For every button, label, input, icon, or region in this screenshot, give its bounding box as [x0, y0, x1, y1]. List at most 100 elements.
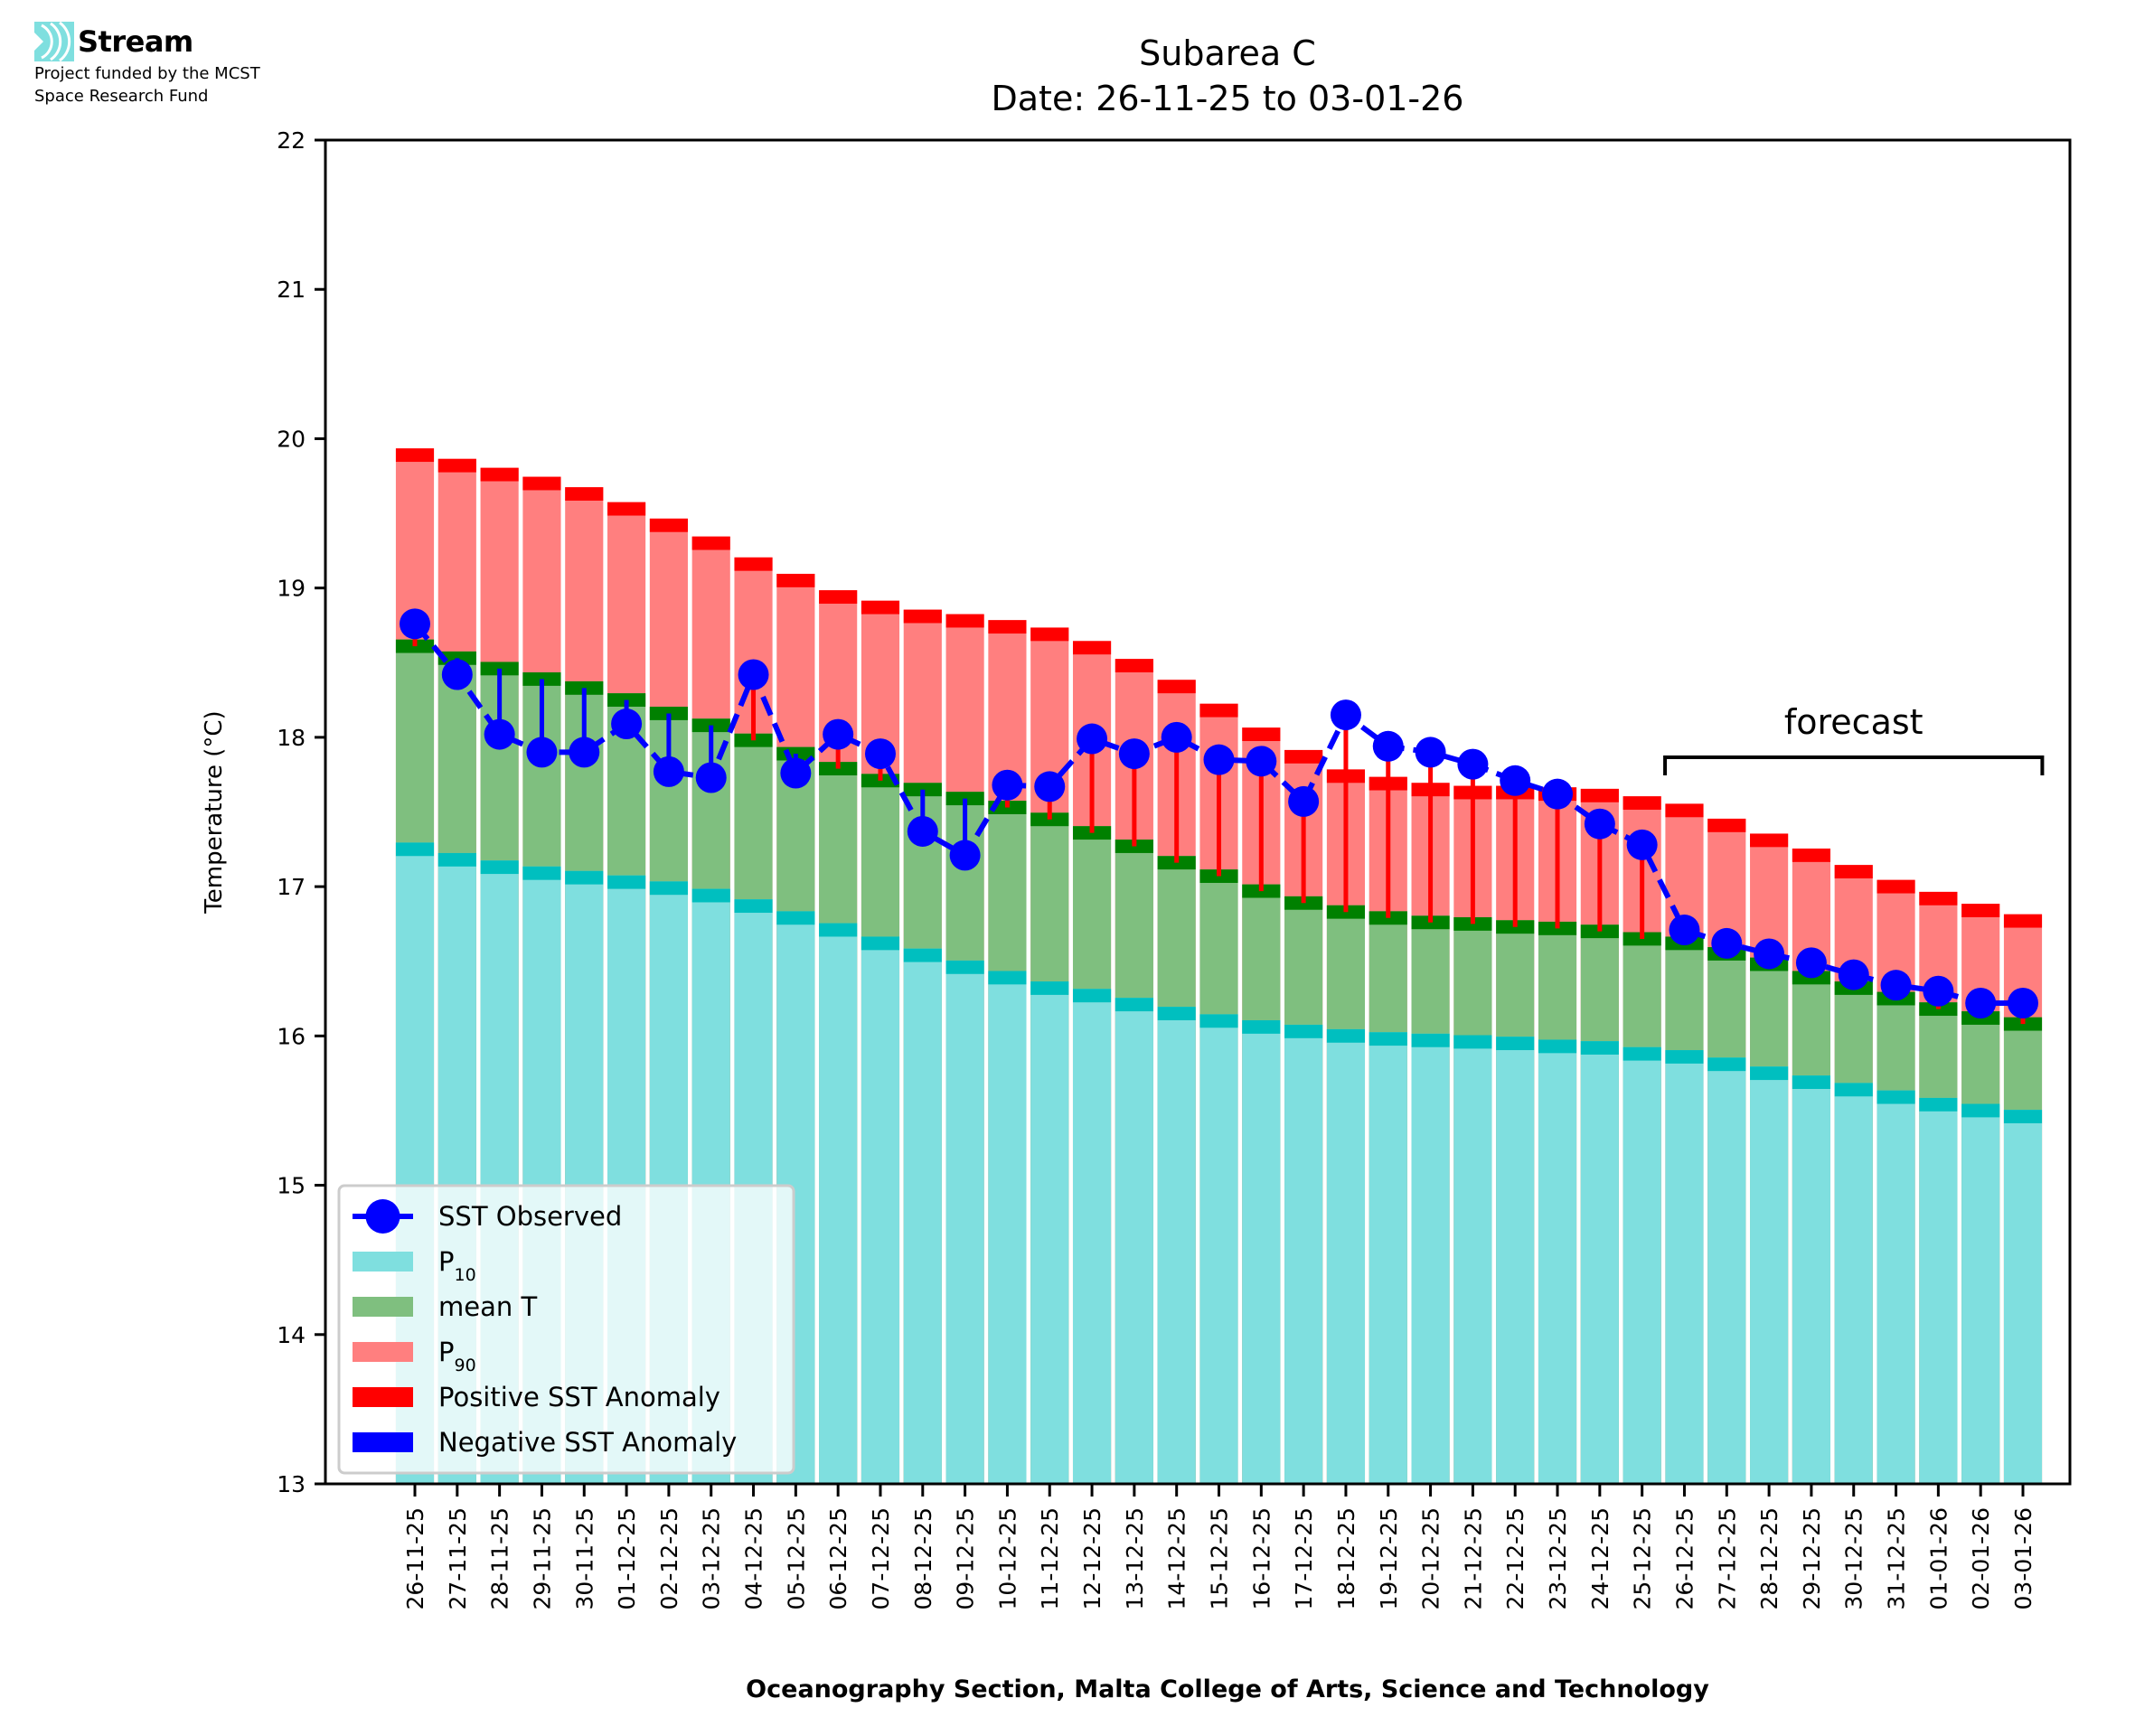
x-tick-label: 17-12-25: [1291, 1507, 1317, 1609]
sst-observed-point: [526, 737, 558, 768]
sst-observed-point: [611, 708, 643, 740]
p90-bar-edge: [1961, 904, 2000, 917]
sst-observed-point: [484, 718, 515, 750]
legend-p10-subscript: 10: [455, 1265, 476, 1285]
sst-observed-point: [1838, 959, 1869, 990]
x-tick-label: 12-12-25: [1079, 1507, 1105, 1609]
p10-bar: [1115, 998, 1153, 1484]
x-tick-label: 27-11-25: [445, 1507, 471, 1609]
p10-bar-edge: [1453, 1035, 1492, 1049]
p90-bar-edge: [1242, 727, 1281, 742]
p90-bar-edge: [903, 609, 942, 624]
y-tick-label: 22: [277, 127, 306, 154]
p90-bar-edge: [1707, 818, 1746, 832]
p10-bar-edge: [1496, 1037, 1535, 1051]
p10-bar-edge: [945, 960, 984, 974]
p10-bar: [1961, 1103, 2000, 1484]
p10-bar: [1623, 1046, 1661, 1484]
sst-observed-point: [1330, 699, 1361, 731]
legend-mean-t-swatch: [353, 1297, 413, 1317]
y-axis: 13 14 15 16 17 18 19 20 21 22: [277, 127, 325, 1497]
observed-layer: [400, 608, 2038, 1018]
p10-bar: [819, 923, 858, 1484]
x-axis-label: Oceanography Section, Malta College of A…: [746, 1675, 1709, 1703]
p10-bar: [1242, 1019, 1281, 1484]
x-tick-label: 18-12-25: [1333, 1507, 1359, 1609]
p90-bar-edge: [1834, 865, 1873, 879]
x-tick-label: 30-12-25: [1841, 1507, 1867, 1609]
x-tick-label: 14-12-25: [1164, 1507, 1190, 1609]
p90-bar-edge: [1623, 796, 1661, 811]
p10-bar: [1199, 1014, 1238, 1484]
p10-bar-edge: [480, 860, 519, 875]
p10-bar: [1157, 1007, 1196, 1484]
legend-mean-t-label: mean T: [438, 1291, 537, 1322]
p10-bar: [1665, 1050, 1704, 1484]
p90-bar-edge: [861, 600, 900, 615]
sst-observed-point: [695, 762, 727, 793]
sst-observed-point: [1669, 915, 1700, 946]
logo-brand: Stream: [34, 22, 260, 61]
legend-box: [337, 1184, 795, 1475]
forecast-label: forecast: [1784, 702, 1924, 742]
funding-line-1: Project funded by the MCST: [34, 64, 260, 83]
p10-bar-edge: [1919, 1097, 1958, 1112]
x-tick-label: 28-12-25: [1756, 1507, 1782, 1609]
p10-bar-edge: [1580, 1041, 1619, 1055]
legend-p90-swatch: [353, 1342, 413, 1362]
p90-bar-edge: [1877, 879, 1915, 894]
p90-bar-edge: [945, 614, 984, 628]
x-tick-label: 06-12-25: [825, 1507, 851, 1609]
sst-observed-point: [907, 815, 938, 847]
p10-bar-edge: [1538, 1039, 1577, 1054]
sst-observed-point: [864, 738, 896, 770]
p10-bar: [861, 936, 900, 1484]
x-tick-label: 30-11-25: [571, 1507, 597, 1609]
x-tick-label: 29-12-25: [1799, 1507, 1825, 1609]
y-tick-label: 15: [277, 1173, 306, 1199]
x-tick-label: 23-12-25: [1545, 1507, 1571, 1609]
p10-bar-edge: [1157, 1007, 1196, 1020]
p10-bar-edge: [1369, 1032, 1407, 1046]
y-tick-label: 18: [277, 725, 306, 751]
sst-observed-point: [1077, 723, 1108, 755]
x-tick-label: 24-12-25: [1587, 1507, 1613, 1609]
logo-name: Stream: [78, 24, 193, 59]
sst-observed-point: [1923, 975, 1954, 1007]
p10-bar: [1707, 1057, 1746, 1484]
p10-bar-edge: [1326, 1028, 1366, 1043]
p10-bar-edge: [649, 881, 688, 896]
y-tick-label: 20: [277, 426, 306, 452]
p10-bar-edge: [1115, 998, 1153, 1012]
y-tick-label: 14: [277, 1322, 306, 1348]
x-tick-label: 27-12-25: [1714, 1507, 1740, 1609]
sst-observed-point: [1500, 765, 1531, 796]
sst-observed-point: [1626, 829, 1658, 860]
sst-observed-point: [1034, 771, 1066, 802]
legend-p90-subscript: 90: [455, 1356, 476, 1375]
p10-bar: [1411, 1033, 1450, 1484]
legend-positive-anomaly-label: Positive SST Anomaly: [438, 1382, 720, 1412]
x-tick-label: 10-12-25: [994, 1507, 1021, 1609]
p90-bar-edge: [480, 467, 519, 482]
p90-bar-edge: [734, 557, 773, 571]
x-tick-label: 19-12-25: [1376, 1507, 1402, 1609]
p10-bar-edge: [1242, 1019, 1281, 1034]
legend-p10-swatch: [353, 1252, 413, 1272]
p10-bar-edge: [1284, 1024, 1323, 1038]
x-tick-label: 28-11-25: [487, 1507, 513, 1609]
x-tick-label: 31-12-25: [1884, 1507, 1910, 1609]
mean-bar-edge: [1623, 932, 1661, 946]
stream-waves-icon: [34, 22, 74, 61]
x-tick-label: 26-11-25: [402, 1507, 428, 1609]
p10-bar-edge: [437, 852, 476, 867]
plot-frame: [324, 138, 2072, 1486]
p10-bar-edge: [1707, 1057, 1746, 1072]
x-tick-label: 26-12-25: [1671, 1507, 1698, 1609]
sst-observed-point: [1880, 970, 1912, 1001]
sst-observed-point: [1584, 808, 1615, 840]
sst-observed-point: [1246, 746, 1277, 777]
p10-bar-edge: [1623, 1046, 1661, 1061]
